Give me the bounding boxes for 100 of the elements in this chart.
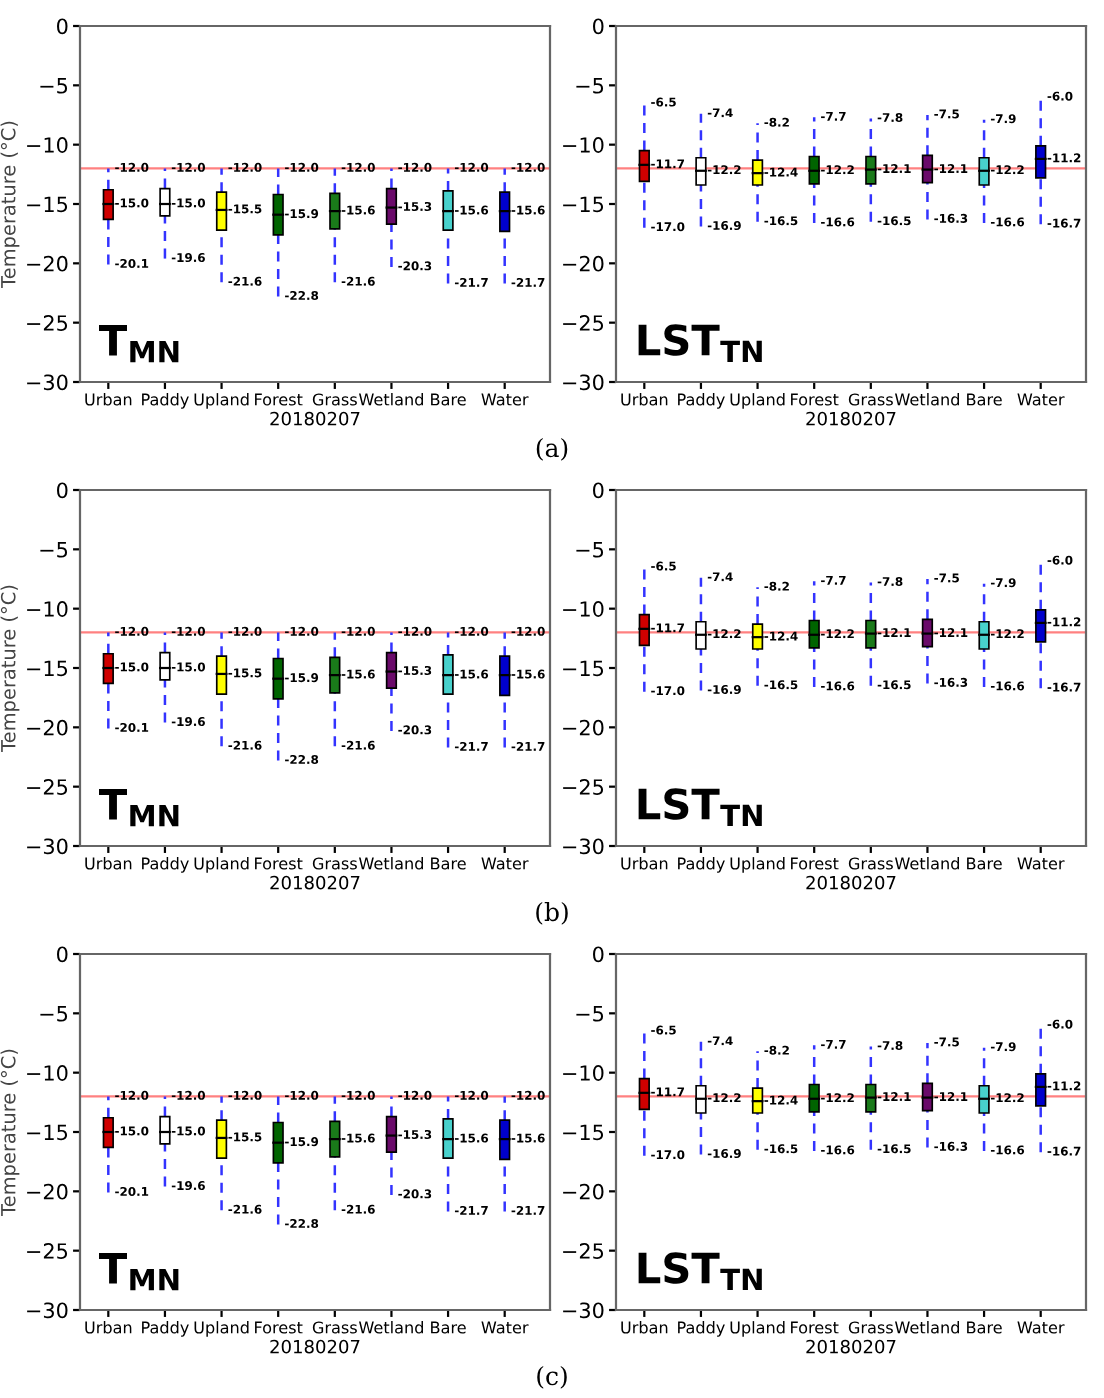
x-tick-label: Bare xyxy=(967,393,1002,406)
y-tick-label: −20 xyxy=(27,1183,68,1200)
x-tick-label: Forest xyxy=(255,393,303,406)
x-tick-label: Wetland xyxy=(894,393,959,406)
text: (b) xyxy=(536,901,568,925)
x-tick-label: Bare xyxy=(431,1321,466,1334)
x-tick-label: Bare xyxy=(967,857,1002,870)
x-tick-label: Upland xyxy=(194,857,249,873)
text: T$_{MN}$ xyxy=(99,325,179,363)
x-axis-title: 20180207 xyxy=(270,411,360,426)
y-tick-label: −20 xyxy=(27,719,68,736)
y-tick-label: 0 xyxy=(57,946,68,963)
x-tick-label: Grass xyxy=(848,857,893,870)
x-tick-label: Paddy xyxy=(678,393,725,409)
x-tick-label: Water xyxy=(481,393,529,406)
y-tick-label: −20 xyxy=(563,1183,604,1200)
text: (c) xyxy=(537,1365,567,1389)
y-tick-label: −25 xyxy=(27,315,68,331)
y-tick-label: −5 xyxy=(576,1006,604,1022)
y-tick-label: −30 xyxy=(563,1302,604,1319)
y-tick-label: −20 xyxy=(27,255,68,272)
y-tick-label: −30 xyxy=(563,838,604,855)
text: LST$_{TN}$ xyxy=(638,1252,762,1291)
y-tick-label: 0 xyxy=(593,946,604,963)
x-tick-label: Paddy xyxy=(142,857,189,873)
x-tick-label: Paddy xyxy=(142,1321,189,1337)
x-axis-title: 20180207 xyxy=(270,1339,360,1354)
y-tick-label: −5 xyxy=(40,542,68,558)
y-tick-label: −15 xyxy=(27,660,68,677)
x-tick-label: Wetland xyxy=(358,1321,423,1334)
y-tick-label: −25 xyxy=(27,779,68,795)
x-tick-label: Upland xyxy=(730,857,785,873)
x-tick-label: Paddy xyxy=(678,1321,725,1337)
x-tick-label: Urban xyxy=(621,857,668,870)
x-tick-label: Water xyxy=(1017,393,1065,406)
y-tick-label: 0 xyxy=(57,482,68,499)
y-tick-label: 0 xyxy=(593,18,604,35)
x-tick-label: Urban xyxy=(621,393,668,406)
text: T$_{MN}$ xyxy=(99,1253,179,1291)
x-tick-label: Water xyxy=(481,857,529,870)
x-tick-label: Grass xyxy=(848,1321,893,1334)
x-tick-label: Grass xyxy=(312,1321,357,1334)
y-tick-label: −25 xyxy=(27,1243,68,1259)
y-tick-label: −5 xyxy=(40,78,68,94)
x-tick-label: Wetland xyxy=(358,857,423,870)
x-tick-label: Bare xyxy=(967,1321,1002,1334)
x-axis-title: 20180207 xyxy=(806,875,896,890)
x-tick-label: Upland xyxy=(194,1321,249,1337)
y-tick-label: −15 xyxy=(563,660,604,677)
y-axis-title: Temperature (°C) xyxy=(0,585,20,752)
x-tick-label: Grass xyxy=(312,857,357,870)
text: (a) xyxy=(536,437,568,461)
y-tick-label: −15 xyxy=(563,196,604,213)
y-tick-label: −20 xyxy=(563,719,604,736)
x-tick-label: Water xyxy=(1017,1321,1065,1334)
y-axis-title: Temperature (°C) xyxy=(0,121,20,288)
y-tick-label: −30 xyxy=(27,838,68,855)
x-axis-title: 20180207 xyxy=(270,875,360,890)
x-tick-label: Paddy xyxy=(678,857,725,873)
y-tick-label: −10 xyxy=(563,137,604,153)
y-tick-label: −30 xyxy=(27,374,68,391)
y-tick-label: −30 xyxy=(27,1302,68,1319)
y-tick-label: −5 xyxy=(40,1006,68,1022)
x-tick-label: Upland xyxy=(730,393,785,409)
x-tick-label: Forest xyxy=(791,393,839,406)
x-tick-label: Bare xyxy=(431,857,466,870)
y-tick-label: −30 xyxy=(563,374,604,391)
text: T$_{MN}$ xyxy=(99,789,179,827)
text: LST$_{TN}$ xyxy=(638,788,762,827)
y-tick-label: −10 xyxy=(27,1065,68,1081)
y-tick-label: −25 xyxy=(563,1243,604,1259)
x-tick-label: Bare xyxy=(431,393,466,406)
y-tick-label: −5 xyxy=(576,542,604,558)
x-tick-label: Wetland xyxy=(894,1321,959,1334)
y-tick-label: −15 xyxy=(27,196,68,213)
y-tick-label: −25 xyxy=(563,315,604,331)
x-tick-label: Forest xyxy=(791,1321,839,1334)
y-tick-label: −20 xyxy=(563,255,604,272)
text: LST$_{TN}$ xyxy=(638,324,762,363)
x-axis-title: 20180207 xyxy=(806,1339,896,1354)
y-tick-label: −15 xyxy=(563,1124,604,1141)
x-tick-label: Urban xyxy=(85,393,132,406)
x-tick-label: Urban xyxy=(85,857,132,870)
y-tick-label: −25 xyxy=(563,779,604,795)
x-tick-label: Water xyxy=(1017,857,1065,870)
x-tick-label: Forest xyxy=(255,1321,303,1334)
y-tick-label: −10 xyxy=(27,601,68,617)
x-tick-label: Paddy xyxy=(142,393,189,409)
x-tick-label: Forest xyxy=(255,857,303,870)
y-tick-label: −10 xyxy=(563,601,604,617)
x-axis-title: 20180207 xyxy=(806,411,896,426)
y-tick-label: −10 xyxy=(27,137,68,153)
x-tick-label: Water xyxy=(481,1321,529,1334)
x-tick-label: Upland xyxy=(730,1321,785,1337)
x-tick-label: Wetland xyxy=(358,393,423,406)
x-tick-label: Urban xyxy=(621,1321,668,1334)
x-tick-label: Upland xyxy=(194,393,249,409)
x-tick-label: Forest xyxy=(791,857,839,870)
y-tick-label: −5 xyxy=(576,78,604,94)
y-tick-label: 0 xyxy=(593,482,604,499)
